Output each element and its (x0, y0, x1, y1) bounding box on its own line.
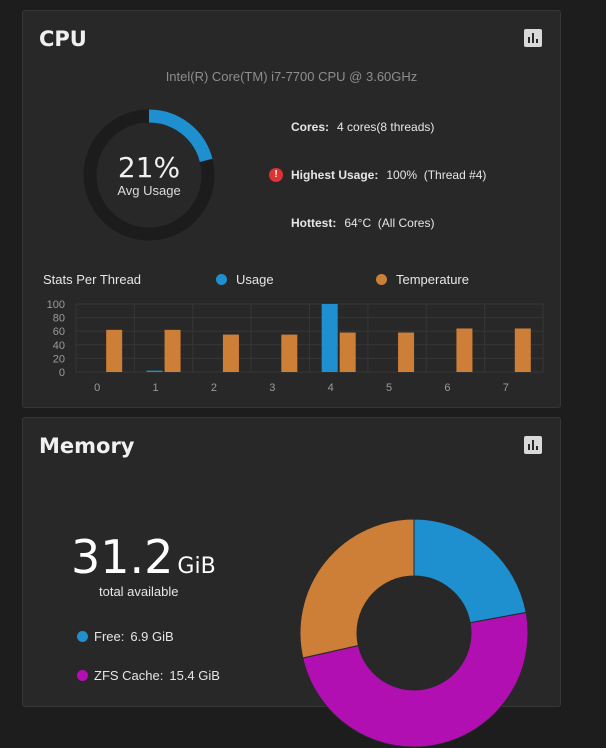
legend-temperature-label: Temperature (396, 272, 469, 287)
memory-card: Memory 31.2 GiB total available Free: 6.9 … (22, 417, 561, 748)
y-tick-label: 0 (59, 367, 65, 379)
y-tick-label: 100 (47, 299, 65, 311)
memory-donut-chart (299, 518, 529, 748)
x-tick-label: 5 (386, 382, 392, 394)
cores-value: 4 cores(8 threads) (337, 120, 435, 134)
memory-total-value: 31.2 (71, 530, 174, 584)
temperature-bar-2 (222, 334, 239, 372)
temperature-dot-icon (376, 274, 387, 285)
bar-chart-icon (528, 440, 538, 450)
cpu-card: CPU Intel(R) Core(TM) i7-7700 CPU @ 3.60… (22, 10, 561, 408)
avg-usage-label: Avg Usage (117, 183, 181, 198)
highest-usage-stat: Highest Usage: 100% (Thread #4) (291, 168, 486, 182)
x-tick-label: 4 (328, 382, 334, 394)
memory-total-label: total available (99, 584, 179, 599)
x-tick-label: 0 (94, 382, 100, 394)
x-tick-label: 2 (211, 382, 217, 394)
memory-total-unit: GiB (177, 554, 216, 579)
cpu-model: Intel(R) Core(TM) i7-7700 CPU @ 3.60GHz (165, 69, 418, 84)
memory-zfs-row: ZFS Cache: 15.4 GiB (77, 668, 220, 683)
y-tick-label: 20 (53, 353, 65, 365)
memory-total: 31.2 GiB (71, 530, 216, 584)
temperature-bar-6 (456, 328, 473, 372)
hottest-value: 64°C (All Cores) (344, 216, 435, 230)
free-dot-icon (77, 631, 88, 642)
stats-per-thread-title: Stats Per Thread (43, 272, 142, 287)
avg-usage-value: 21% (117, 151, 181, 184)
highest-usage-value: 100% (Thread #4) (386, 168, 487, 182)
x-tick-label: 1 (153, 382, 159, 394)
highest-usage-label: Highest Usage: (291, 168, 379, 182)
memory-zfs-label: ZFS Cache: (94, 668, 164, 683)
temperature-bar-1 (164, 329, 181, 372)
temperature-bar-4 (339, 332, 356, 372)
y-tick-label: 40 (53, 340, 65, 352)
donut-hole (357, 576, 471, 690)
usage-bar-4 (321, 304, 338, 372)
memory-free-row: Free: 6.9 GiB (77, 629, 174, 644)
bar-chart-icon (528, 33, 538, 43)
legend-temperature[interactable]: Temperature (376, 272, 469, 287)
temperature-bar-0 (106, 329, 123, 372)
cpu-title: CPU (39, 27, 87, 51)
legend-usage-label: Usage (236, 272, 274, 287)
x-tick-label: 7 (503, 382, 509, 394)
memory-title: Memory (39, 434, 135, 458)
avg-usage-gauge (83, 109, 215, 241)
memory-zfs-value: 15.4 GiB (169, 668, 220, 683)
temperature-bar-3 (281, 334, 298, 372)
memory-reports-button[interactable] (524, 436, 542, 454)
legend-usage[interactable]: Usage (216, 272, 274, 287)
zfs-dot-icon (77, 670, 88, 681)
y-tick-label: 80 (53, 313, 65, 325)
y-tick-label: 60 (53, 326, 65, 338)
x-tick-label: 6 (444, 382, 450, 394)
temperature-bar-7 (514, 328, 531, 372)
cores-label: Cores: (291, 120, 330, 134)
x-tick-label: 3 (269, 382, 275, 394)
usage-dot-icon (216, 274, 227, 285)
hottest-label: Hottest: (291, 216, 337, 230)
memory-free-value: 6.9 GiB (130, 629, 174, 644)
cpu-reports-button[interactable] (524, 29, 542, 47)
gauge-arc (83, 109, 215, 241)
memory-free-label: Free: (94, 629, 125, 644)
cores-stat: Cores: 4 cores(8 threads) (291, 120, 434, 134)
temperature-bar-5 (398, 332, 415, 372)
usage-bar-1 (146, 370, 163, 372)
warning-icon: ! (269, 168, 283, 182)
hottest-stat: Hottest: 64°C (All Cores) (291, 216, 434, 230)
